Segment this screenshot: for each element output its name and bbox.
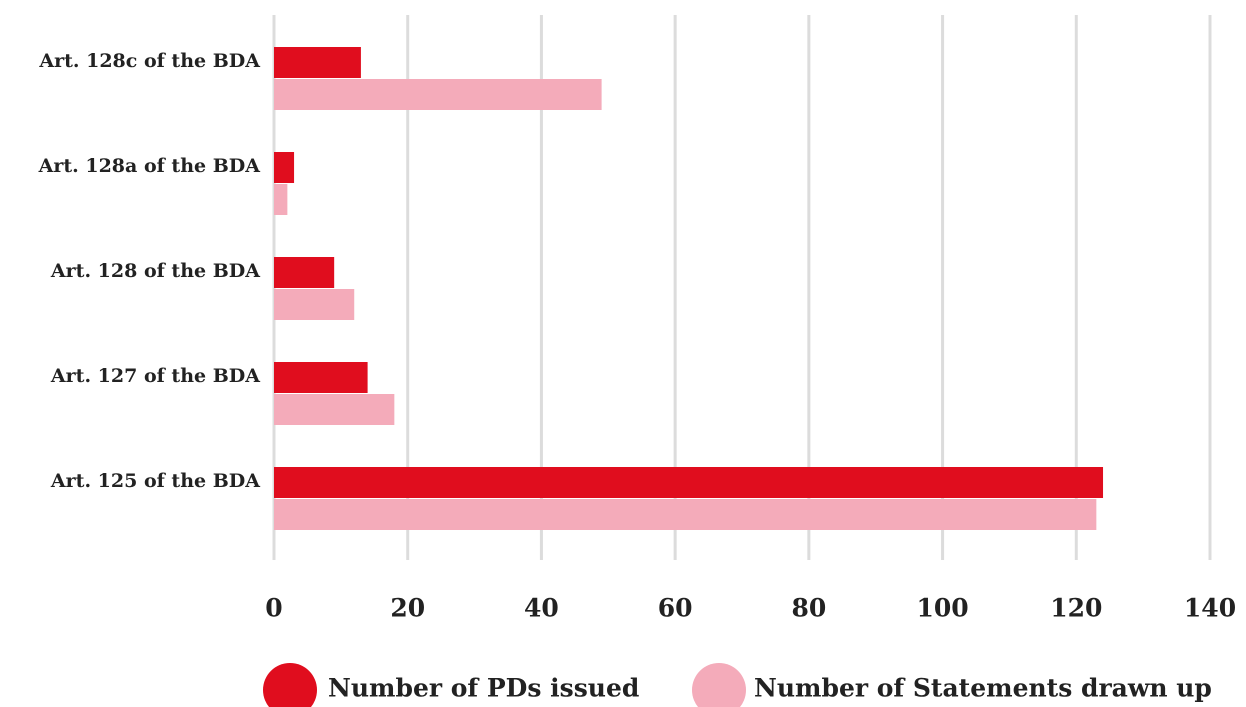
legend-label: Number of PDs issued (328, 674, 639, 703)
y-tick-label: Art. 128c of the BDA (38, 50, 260, 72)
x-tick-label: 20 (390, 594, 425, 623)
bar (274, 394, 395, 425)
x-tick-label: 140 (1184, 594, 1236, 623)
bar (274, 47, 361, 78)
bar (274, 499, 1097, 530)
y-tick-label: Art. 125 of the BDA (50, 470, 260, 492)
y-tick-label: Art. 128a of the BDA (38, 155, 261, 177)
x-tick-label: 40 (524, 594, 559, 623)
x-tick-label: 60 (658, 594, 693, 623)
bar (274, 257, 335, 288)
bar (274, 362, 368, 393)
legend-label: Number of Statements drawn up (754, 674, 1212, 703)
bar (274, 184, 288, 215)
bar (274, 79, 602, 110)
y-tick-label: Art. 127 of the BDA (50, 365, 260, 387)
bar (274, 152, 295, 183)
x-tick-label: 100 (916, 594, 968, 623)
x-tick-label: 80 (791, 594, 826, 623)
legend-swatch (692, 663, 746, 707)
bar (274, 467, 1104, 498)
x-tick-label: 0 (265, 594, 282, 623)
y-tick-label: Art. 128 of the BDA (50, 260, 260, 282)
legend-swatch (263, 663, 317, 707)
x-tick-label: 120 (1050, 594, 1102, 623)
bar (274, 289, 355, 320)
